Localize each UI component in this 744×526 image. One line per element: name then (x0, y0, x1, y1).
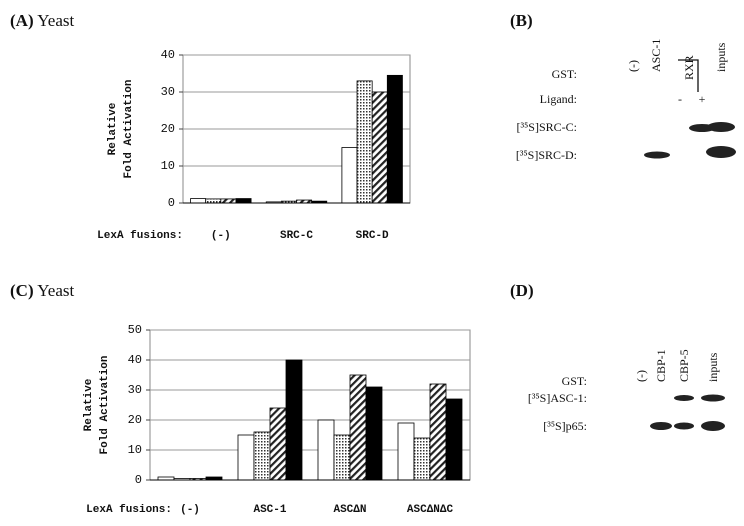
bar (413, 437, 431, 481)
x-tick-label: ASCΔN (333, 504, 366, 516)
row-label: [³⁵S]SRC-C: (517, 120, 577, 134)
bar (429, 383, 447, 481)
panel-b: (B) (-) ASC-1 RXR inputs GST: Ligand: - … (510, 11, 736, 162)
panel-d: (D) (-) CBP-1 CBP-5 inputs GST: [³⁵S]ASC… (510, 281, 725, 433)
chart-title: (A) Yeast (10, 11, 75, 30)
chart-title: (C) Yeast (10, 281, 75, 300)
panel-label: (C) (10, 281, 34, 300)
column-label: RXR (682, 55, 696, 80)
bar (237, 434, 255, 481)
x-tick-label: SRC-C (280, 230, 313, 242)
y-tick-label: 20 (161, 122, 175, 136)
bar (317, 419, 335, 481)
gel-band (674, 422, 694, 430)
x-tick-label: (-) (180, 504, 200, 516)
y-tick-label: 50 (128, 323, 142, 337)
bar (269, 407, 287, 481)
panel-label: (B) (510, 11, 533, 30)
column-label: CBP-1 (654, 349, 668, 382)
bar (356, 80, 373, 204)
bar (253, 431, 271, 481)
y-tick-label: 0 (135, 473, 142, 487)
panel-label: (A) (10, 11, 34, 30)
row-label: GST: (562, 374, 587, 388)
bar (285, 359, 303, 481)
ligand-label: - (678, 92, 682, 106)
x-axis-label: LexA fusions: (97, 230, 183, 242)
y-tick-label: 30 (161, 85, 175, 99)
y-tick-label: 10 (161, 159, 175, 173)
y-axis-label: Relative (83, 378, 95, 431)
y-tick-label: 10 (128, 443, 142, 457)
bar (386, 74, 403, 204)
gel-band (650, 422, 672, 430)
y-tick-label: 40 (161, 48, 175, 62)
panel-label: (D) (510, 281, 534, 300)
bar (365, 386, 383, 481)
y-tick-label: 30 (128, 383, 142, 397)
x-axis-label: LexA fusions: (86, 504, 172, 516)
column-label: CBP-5 (677, 349, 691, 382)
row-label: [³⁵S]ASC-1: (528, 391, 587, 405)
gel-band (701, 421, 725, 431)
gel-band (707, 122, 735, 132)
bar (190, 198, 207, 204)
ligand-label: + (699, 92, 706, 106)
bar (371, 91, 388, 204)
row-label: [³⁵S]SRC-D: (516, 148, 577, 162)
column-label: (-) (626, 60, 640, 72)
y-axis-label: Fold Activation (123, 79, 135, 178)
row-label: GST: (552, 67, 577, 81)
bar (220, 198, 237, 204)
column-label: ASC-1 (649, 39, 663, 72)
y-axis-label: Fold Activation (99, 355, 111, 454)
x-tick-label: ASC-1 (253, 504, 286, 516)
row-label: [³⁵S]p65: (543, 419, 587, 433)
column-label: inputs (706, 352, 720, 382)
column-label: inputs (714, 42, 728, 72)
gel-band (701, 394, 725, 402)
gel-band (644, 151, 670, 159)
gel-band (706, 146, 736, 158)
gel-band (674, 395, 694, 401)
x-tick-label: SRC-D (356, 230, 389, 242)
y-tick-label: 20 (128, 413, 142, 427)
column-label: (-) (634, 370, 648, 382)
bar (235, 198, 252, 204)
y-tick-label: 40 (128, 353, 142, 367)
bar (205, 198, 222, 204)
title: Yeast (37, 11, 74, 30)
bar (445, 398, 463, 481)
bar (333, 434, 351, 481)
bar (397, 422, 415, 481)
bar (349, 374, 367, 481)
row-label: Ligand: (540, 92, 577, 106)
y-axis-label: Relative (107, 102, 119, 155)
y-tick-label: 0 (168, 196, 175, 210)
x-tick-label: ASCΔNΔC (407, 504, 454, 516)
title: Yeast (37, 281, 74, 300)
bar (341, 147, 358, 204)
x-tick-label: (-) (211, 230, 231, 242)
bracket (678, 59, 699, 92)
